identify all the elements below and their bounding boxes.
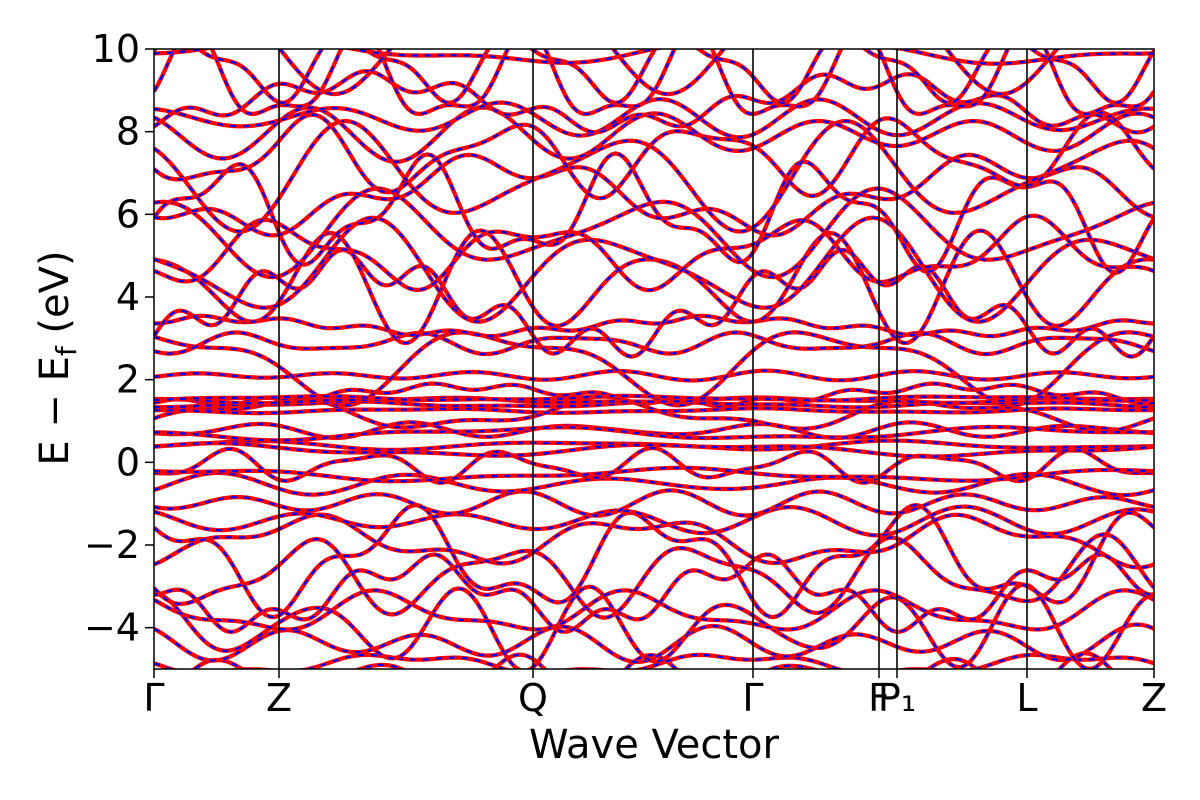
band-line-blue-dashed <box>154 187 1154 279</box>
band-line-blue-dashed <box>154 446 1154 484</box>
y-axis-label: E − Ef (eV) <box>32 250 83 465</box>
band-line-blue-dashed <box>154 589 1154 631</box>
band-line-blue-dashed <box>154 533 1154 619</box>
y-tick-label: 2 <box>116 358 140 402</box>
band-line-blue-dashed <box>154 98 1154 139</box>
band-line-blue-dashed <box>154 425 1154 442</box>
kpoint-lines-layer <box>278 49 1028 669</box>
band-line-blue-dashed <box>154 513 1154 569</box>
x-tick-label: Γ <box>143 676 164 720</box>
band-line-blue-dashed <box>154 466 1154 483</box>
band-line-blue-dashed <box>278 49 1059 96</box>
band-line-blue-dashed <box>154 216 1154 323</box>
y-tick-label: 0 <box>116 440 140 484</box>
band-line-blue-dashed <box>154 314 1154 338</box>
band-line-red <box>154 49 1154 66</box>
band-line-blue-dashed <box>154 553 1154 634</box>
y-tick-label: −2 <box>84 523 140 567</box>
band-line-blue-dashed <box>154 119 1154 233</box>
x-tick-label: L <box>1016 676 1037 720</box>
band-line-red <box>154 368 1154 383</box>
x-tick-label: Q <box>518 676 548 720</box>
x-ticks-layer: Γ Z Q Γ FP₁ L Z <box>143 669 1167 720</box>
y-tick-label: 6 <box>116 192 140 236</box>
band-line-blue-dashed <box>154 248 1154 358</box>
band-line-blue-dashed <box>154 111 1154 200</box>
band-line-blue-dashed <box>154 439 1154 451</box>
x-tick-label: Z <box>1141 676 1167 720</box>
y-ticks-layer: 10 8 6 4 2 0 −2 −4 <box>84 27 154 650</box>
x-axis-label: Wave Vector <box>529 722 780 768</box>
y-tick-label: 10 <box>92 27 140 71</box>
band-line-blue-dashed <box>154 407 1154 415</box>
x-tick-label: Γ <box>742 676 763 720</box>
plot-frame <box>153 48 1155 670</box>
x-tick-label: P₁ <box>878 676 916 720</box>
band-line-blue-dashed <box>154 489 1154 517</box>
band-line-blue-dashed <box>154 505 1154 537</box>
band-line-blue-dashed <box>154 394 1154 402</box>
band-line-blue-dashed <box>154 623 1154 663</box>
y-tick-label: −4 <box>84 606 140 650</box>
band-line-blue-dashed <box>154 152 1154 274</box>
x-tick-label: Z <box>266 676 292 720</box>
band-line-blue-dashed <box>154 331 1154 356</box>
band-line-blue-dashed <box>154 653 1154 669</box>
band-line-blue-dashed <box>154 396 1154 405</box>
band-line-blue-dashed <box>154 153 1154 237</box>
x-tick-label: F <box>868 676 890 720</box>
y-axis-label-main: E − E <box>32 356 78 466</box>
y-tick-label: 4 <box>116 275 140 319</box>
band-line-blue-dashed <box>154 442 1154 458</box>
y-axis-label-unit: (eV) <box>32 250 78 346</box>
y-tick-label: 8 <box>116 110 140 154</box>
band-line-blue-dashed <box>154 214 1154 292</box>
bands-layer <box>154 49 1154 669</box>
y-axis-label-subscript: f <box>50 345 83 356</box>
